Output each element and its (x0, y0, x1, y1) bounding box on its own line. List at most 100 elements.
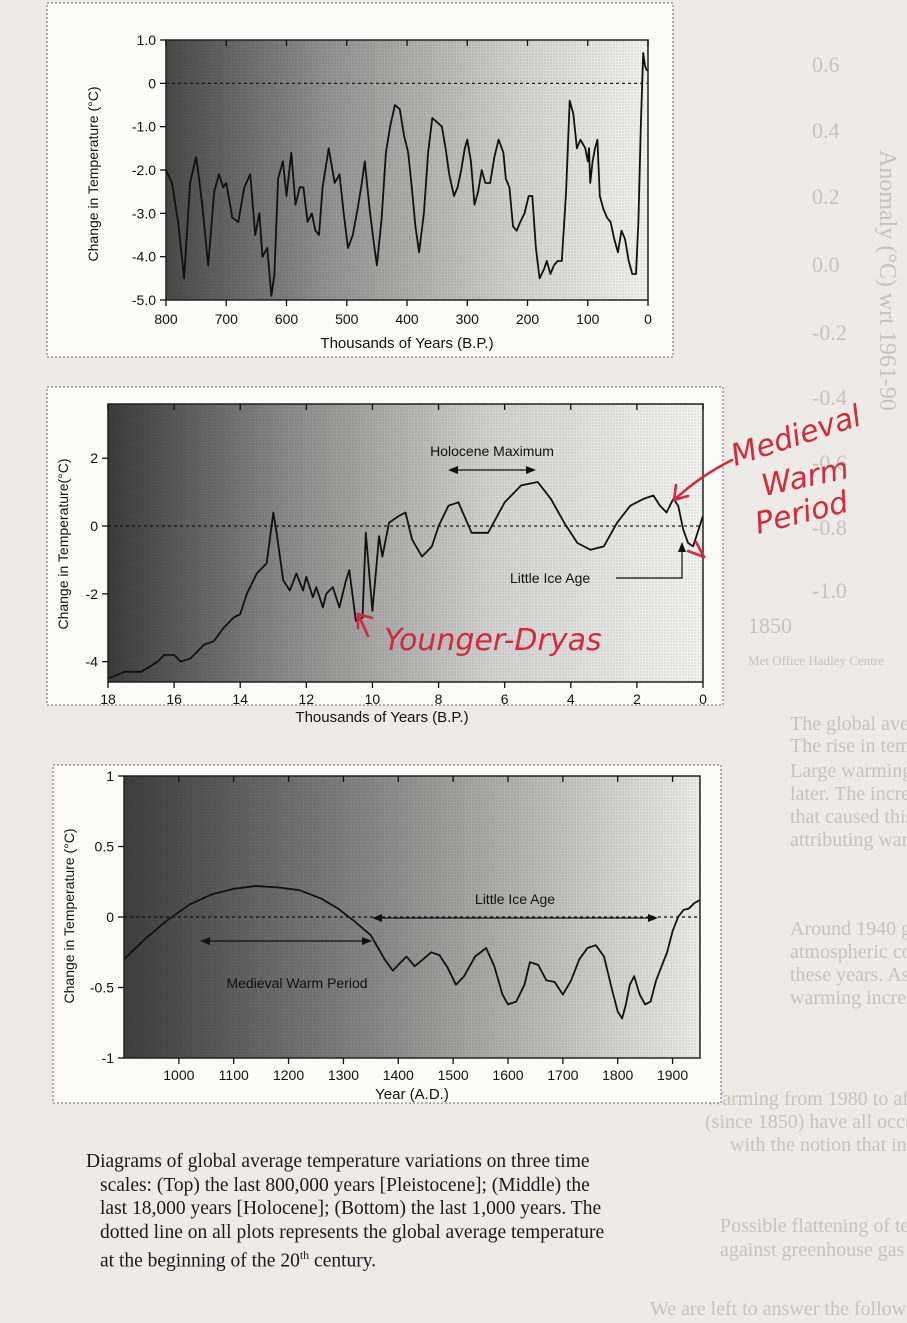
little-ice-age-label: Little Ice Age (475, 891, 555, 907)
ghost-bullet-2: Large warming from 1910 – 1940. This war… (790, 760, 907, 782)
y-tick-label: -1.0 (132, 119, 156, 135)
x-tick-label: 8 (435, 691, 443, 707)
ghost-tick-3: 0.0 (812, 252, 840, 277)
ghost-bullet-3: later. The increase of CO2 emitted by hu… (790, 783, 907, 805)
y-tick-label: 0 (90, 518, 98, 534)
handwritten-younger-dryas: Younger-Dryas (384, 623, 602, 658)
x-tick-label: 4 (567, 691, 575, 707)
ghost-year: 1850 (748, 613, 792, 638)
ghost-bullet-9: warming increased. This made it seem tha… (790, 987, 907, 1009)
y-tick-label: 0 (148, 75, 156, 91)
x-tick-label: 600 (275, 311, 299, 327)
little-ice-age-label: Little Ice Age (510, 570, 590, 586)
ghost-bullet-10: Warming from 1980 to after 2002. The 15 … (705, 1088, 907, 1110)
ghost-bullet-15: We are left to answer the following ques… (650, 1298, 907, 1320)
x-tick-label: 800 (154, 311, 178, 327)
y-tick-label: -1 (102, 1050, 115, 1066)
x-tick-label: 200 (516, 311, 540, 327)
x-tick-label: 700 (215, 311, 239, 327)
x-tick-label: 1800 (602, 1067, 633, 1083)
caption-line-2: scales: (Top) the last 800,000 years [Pl… (100, 1174, 590, 1196)
chart-last-millennium: 1 0.5 0 -0.5 -1 1000 1100 1200 1300 1400 1500 1600… (52, 764, 722, 1104)
x-axis-title: Year (A.D.) (375, 1086, 449, 1103)
holocene-range-arrow (448, 466, 536, 474)
x-tick-label: 300 (456, 311, 480, 327)
x-tick-label: 10 (365, 691, 381, 707)
x-axis-title: Thousands of Years (B.P.) (295, 709, 468, 726)
x-tick-label: 1900 (657, 1067, 688, 1083)
y-axis-title: Change in Temperature(°C) (55, 458, 71, 629)
x-tick-label: 1500 (438, 1067, 469, 1083)
y-tick-label: 0.5 (95, 839, 115, 855)
ghost-tick-6: -0.6 (812, 450, 847, 475)
medieval-warm-period-label: Medieval Warm Period (226, 975, 367, 991)
y-tick-label: -0.5 (90, 980, 114, 996)
x-tick-label: 1300 (328, 1067, 359, 1083)
x-tick-label: 1000 (163, 1067, 194, 1083)
ghost-tick-1: 0.4 (812, 118, 840, 143)
ghost-tick-2: 0.2 (812, 184, 840, 209)
medieval-range-arrow (200, 937, 372, 945)
ghost-axis-label: Anomaly (°C) wrt 1961-90 (874, 150, 900, 411)
y-tick-label: -2 (86, 586, 99, 602)
caption-line-5-text: at the beginning of the 20 (100, 1250, 300, 1272)
ghost-tick-7: -0.8 (812, 515, 847, 540)
x-tick-label: 1100 (219, 1067, 249, 1083)
temperature-series-line (165, 52, 648, 297)
caption-line-5-end: century. (309, 1250, 377, 1272)
y-tick-label: 2 (90, 450, 98, 466)
x-tick-label: 6 (501, 691, 509, 707)
y-tick-label: 1.0 (137, 32, 157, 48)
x-tick-label: 12 (299, 691, 315, 707)
y-tick-label: -3.0 (132, 205, 156, 221)
temperature-series-line (107, 481, 704, 680)
ghost-bullet-11: (since 1850) have all occurred since 199… (705, 1111, 907, 1133)
ghost-bullet-5: attributing warming to human activity. G… (790, 829, 907, 851)
x-tick-label: 1400 (383, 1067, 414, 1083)
y-tick-label: -2.0 (132, 162, 156, 178)
y-tick-label: 0 (106, 909, 114, 925)
handwritten-annotations: Medieval Warm Period Younger-Dryas (356, 399, 866, 658)
caption-line-4: dotted line on all plots represents the … (100, 1221, 605, 1243)
x-tick-label: 1200 (273, 1067, 304, 1083)
ghost-bullet-1: The rise in temperature has not been con… (790, 735, 907, 757)
x-tick-label: 1700 (547, 1067, 578, 1083)
ghost-tick-5: -0.4 (812, 385, 847, 410)
ghost-bullet-12: with the notion that increased greenhous… (730, 1134, 907, 1156)
y-tick-label: -4.0 (132, 249, 156, 265)
y-tick-label: 1 (106, 768, 114, 784)
ghost-bullet-4: that caused this warming, though it is a… (790, 806, 907, 828)
figure-caption: Diagrams of global average temperature v… (86, 1150, 726, 1273)
y-tick-label: -4 (86, 654, 99, 670)
ghost-tick-0: 0.6 (812, 52, 840, 77)
y-tick-label: -5.0 (132, 292, 156, 308)
x-tick-label: 0 (644, 311, 652, 327)
handwritten-arrows (356, 458, 734, 638)
x-tick-label: 400 (395, 311, 419, 327)
x-tick-label: 1600 (492, 1067, 523, 1083)
ghost-tick-8: -1.0 (812, 578, 847, 603)
ghost-bullet-8: these years. As a result the globe coole… (790, 964, 907, 986)
holocene-maximum-label: Holocene Maximum (430, 443, 554, 459)
ghost-bullet-0: The global average surface temperature i… (790, 713, 907, 735)
x-tick-label: 16 (166, 691, 182, 707)
x-tick-label: 100 (576, 311, 600, 327)
ghost-bullet-14: against greenhouse gas increases continu… (720, 1239, 907, 1261)
x-tick-label: 18 (100, 691, 116, 707)
y-axis-title: Change in Temperature (°C) (85, 87, 101, 262)
x-tick-label: 500 (335, 311, 359, 327)
caption-line-5: at the beginning of the 20th century. (86, 1244, 726, 1273)
chart-holocene: 20-2-4 18 16 14 12 10 8 6 4 2 0 Holocene Maximum … (46, 386, 724, 726)
little-ice-age-range-arrow (372, 914, 658, 922)
little-ice-age-pointer (616, 542, 686, 579)
temperature-series-line (123, 885, 701, 1020)
caption-superscript: th (299, 1248, 310, 1262)
ghost-credit: Met Office Hadley Centre (748, 653, 884, 668)
x-tick-label: 0 (699, 691, 707, 707)
x-tick-label: 14 (232, 691, 248, 707)
ghost-bullet-6: Around 1940 global temperatures reached … (790, 918, 907, 940)
ghost-bullet-7: atmospheric cooling dominated the effect… (790, 941, 907, 963)
caption-line-1: Diagrams of global average temperature v… (86, 1151, 590, 1172)
y-axis-title: Change in Temperature (°C) (61, 829, 77, 1004)
